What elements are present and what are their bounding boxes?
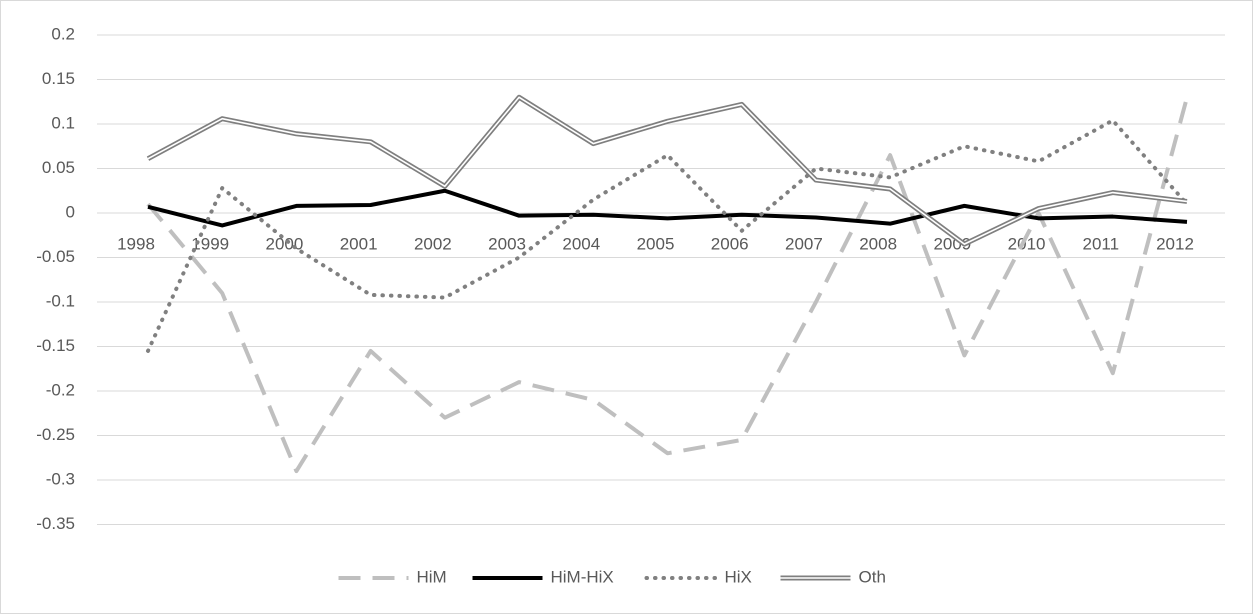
x-tick-label: 2002 [414, 234, 452, 253]
x-tick-label: 2007 [785, 234, 823, 253]
x-tick-label: 2004 [562, 234, 600, 253]
series-line-inner [147, 96, 1188, 245]
y-tick-label: -0.25 [36, 425, 75, 444]
y-tick-label: -0.15 [36, 336, 75, 355]
y-tick-label: 0.1 [51, 113, 75, 132]
legend-label: HiM-HiX [551, 567, 614, 586]
y-tick-label: 0.15 [42, 69, 75, 88]
legend-label: HiX [725, 567, 752, 586]
legend-label: Oth [859, 567, 886, 586]
x-tick-label: 2010 [1008, 234, 1046, 253]
x-tick-label: 2001 [340, 234, 378, 253]
series-line [146, 96, 1189, 474]
x-tick-label: 2000 [266, 234, 304, 253]
y-tick-label: 0 [66, 202, 75, 221]
y-tick-label: -0.3 [46, 469, 75, 488]
x-tick-label: 2012 [1156, 234, 1194, 253]
x-tick-label: 2003 [488, 234, 526, 253]
y-tick-label: 0.2 [51, 24, 75, 43]
y-tick-label: -0.05 [36, 247, 75, 266]
y-tick-label: 0.05 [42, 158, 75, 177]
x-tick-label: 2005 [637, 234, 675, 253]
y-tick-label: -0.1 [46, 291, 75, 310]
x-tick-label: 2011 [1083, 234, 1120, 253]
series-line [147, 188, 1188, 228]
y-tick-label: -0.2 [46, 380, 75, 399]
y-tick-label: -0.35 [36, 514, 75, 533]
x-tick-label: 2008 [859, 234, 897, 253]
x-tick-label: 1999 [191, 234, 229, 253]
x-tick-label: 2006 [711, 234, 749, 253]
x-tick-label: 1998 [117, 234, 155, 253]
legend-label: HiM [417, 567, 447, 586]
